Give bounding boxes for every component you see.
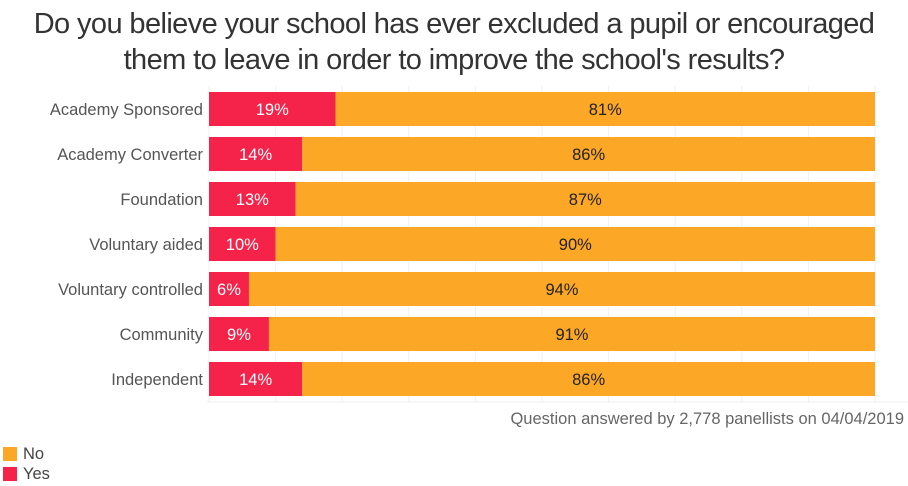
- bar-yes: [209, 137, 303, 171]
- legend-label-yes: Yes: [23, 464, 50, 483]
- data-label-no: 86%: [572, 146, 605, 164]
- data-label-yes: 14%: [239, 371, 272, 389]
- stacked-bar-chart: Academy Sponsored 19% 81% Academy Converter…: [50, 86, 908, 403]
- data-label-yes: 19%: [256, 101, 289, 119]
- legend: No Yes: [3, 444, 50, 484]
- bar-yes: [209, 227, 276, 261]
- data-label-no: 90%: [559, 236, 592, 254]
- chart-title-line-2: them to leave in order to improve the sc…: [123, 44, 785, 76]
- data-label-yes: 10%: [226, 236, 259, 254]
- bar-no: [275, 227, 876, 261]
- legend-item-no[interactable]: No: [3, 444, 50, 464]
- bar-yes: [209, 317, 269, 351]
- bar-no: [248, 272, 875, 306]
- legend-item-yes[interactable]: Yes: [3, 464, 50, 484]
- bar-no: [302, 362, 875, 396]
- chart-title-line-1: Do you believe your school has ever excl…: [33, 8, 875, 40]
- category-label: Voluntary aided: [89, 236, 203, 254]
- data-label-yes: 6%: [217, 281, 241, 299]
- data-label-yes: 9%: [227, 326, 251, 344]
- chart-title: Do you believe your school has ever excl…: [0, 6, 908, 78]
- data-label-no: 91%: [555, 326, 588, 344]
- bar-yes: [209, 272, 249, 306]
- bar-no: [335, 92, 875, 126]
- bar-yes: [209, 362, 303, 396]
- legend-swatch-yes: [3, 467, 17, 481]
- category-label: Academy Converter: [57, 146, 203, 164]
- bar-yes: [209, 182, 296, 216]
- category-label: Foundation: [120, 191, 203, 209]
- category-label: Voluntary controlled: [58, 281, 203, 299]
- bar-no: [295, 182, 876, 216]
- data-label-no: 87%: [569, 191, 602, 209]
- data-label-yes: 14%: [239, 146, 272, 164]
- data-label-no: 81%: [589, 101, 622, 119]
- footnote: Question answered by 2,778 panellists on…: [510, 410, 904, 428]
- legend-label-no: No: [23, 444, 45, 463]
- category-label: Community: [120, 326, 204, 344]
- bar-no: [302, 137, 875, 171]
- data-label-no: 94%: [545, 281, 578, 299]
- data-label-yes: 13%: [236, 191, 269, 209]
- data-label-no: 86%: [572, 371, 605, 389]
- category-label: Academy Sponsored: [50, 101, 203, 119]
- bar-no: [268, 317, 875, 351]
- category-label: Independent: [111, 371, 203, 389]
- bar-yes: [209, 92, 336, 126]
- legend-swatch-no: [3, 447, 17, 461]
